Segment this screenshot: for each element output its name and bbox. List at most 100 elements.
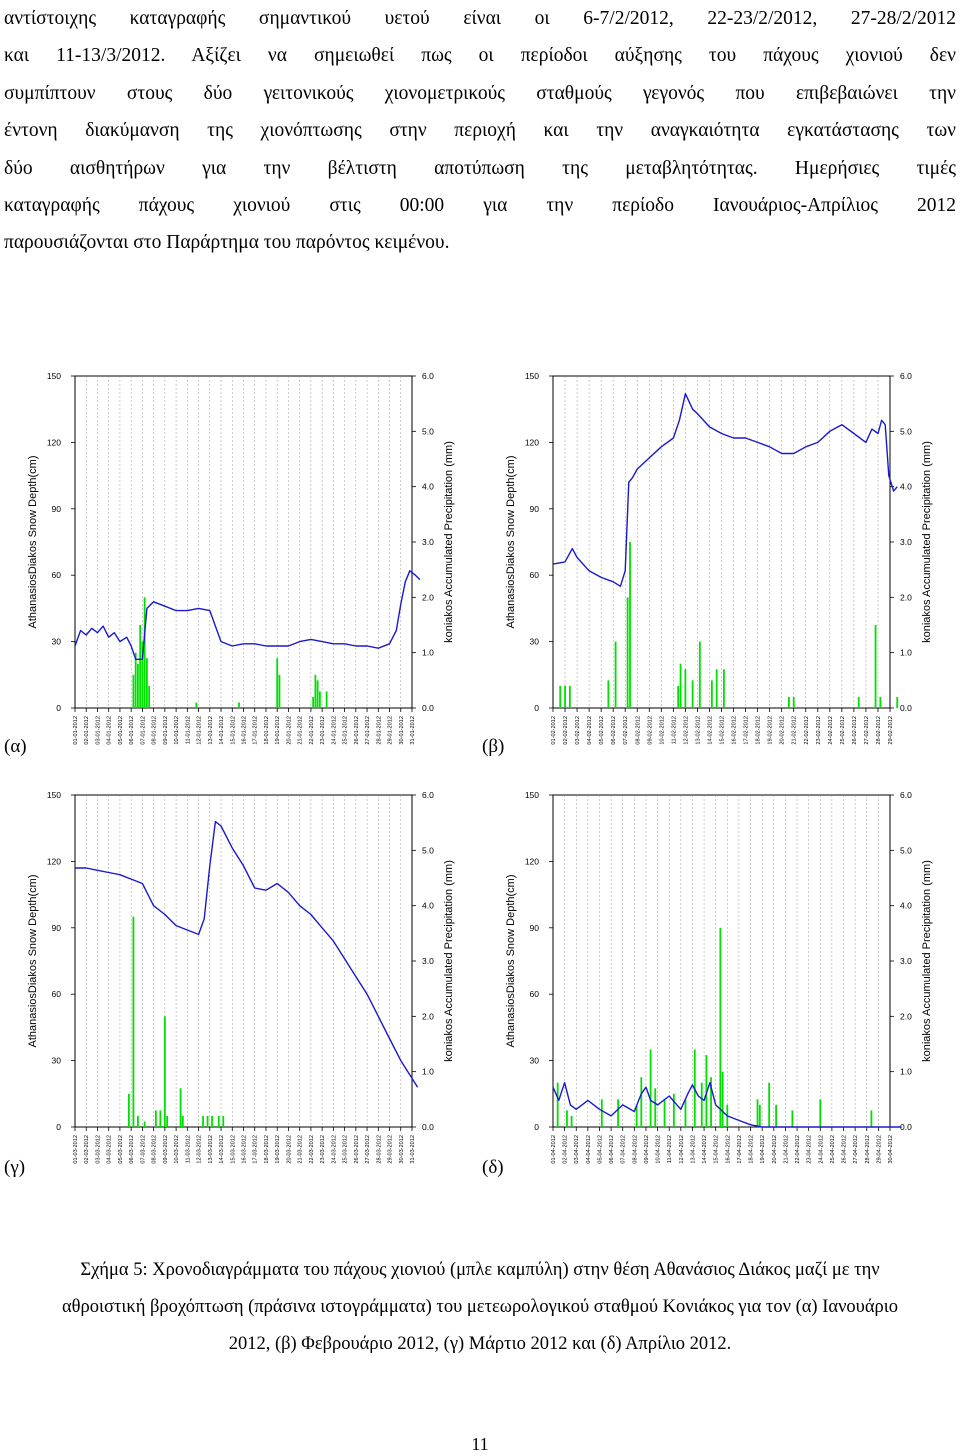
body-line: και 11-13/3/2012. Αξίζει να σημειωθεί πω… <box>4 45 956 67</box>
precip-bar <box>143 597 146 708</box>
panel-label-c: (γ) <box>4 1157 26 1178</box>
panel-label-b: (β) <box>482 736 505 757</box>
x-tick-label: 14-03-2012 <box>219 1135 225 1164</box>
precip-bar <box>792 696 795 708</box>
y2-tick-label: 0.0 <box>422 1122 434 1132</box>
x-tick-label: 09-02-2012 <box>647 716 653 745</box>
x-tick-label: 16-02-2012 <box>732 716 738 745</box>
precip-bar <box>710 1077 712 1127</box>
x-tick-label: 19-03-2012 <box>275 1135 281 1164</box>
x-tick-label: 12-04-2012 <box>679 1135 685 1164</box>
y2-tick-label: 3.0 <box>422 956 434 966</box>
y-tick-label: 60 <box>530 989 540 999</box>
x-tick-label: 08-01-2012 <box>152 716 158 745</box>
precip-bar <box>710 680 713 708</box>
x-tick-label: 10-03-2012 <box>174 1135 180 1164</box>
precip-bar <box>316 680 319 708</box>
x-tick-label: 22-04-2012 <box>795 1135 801 1164</box>
x-tick-label: 15-04-2012 <box>714 1135 720 1164</box>
x-tick-label: 06-02-2012 <box>611 716 617 745</box>
snow-depth-line <box>75 820 419 1088</box>
x-tick-label: 29-02-2012 <box>888 716 894 745</box>
x-tick-label: 15-01-2012 <box>230 716 236 745</box>
precip-bar <box>166 1115 169 1127</box>
y2-tick-label: 0.0 <box>900 703 912 713</box>
precip-bar <box>134 652 137 708</box>
y-tick-label: 30 <box>530 1056 540 1066</box>
x-tick-label: 29-01-2012 <box>388 716 394 745</box>
x-tick-label: 01-02-2012 <box>551 716 557 745</box>
x-tick-label: 21-04-2012 <box>783 1135 789 1164</box>
precip-bar <box>148 685 151 708</box>
x-tick-label: 28-04-2012 <box>865 1135 871 1164</box>
precip-bar <box>318 691 321 708</box>
precip-bar <box>654 1088 657 1127</box>
precip-bar <box>721 1071 724 1127</box>
x-tick-label: 02-04-2012 <box>563 1135 569 1164</box>
y2-tick-label: 2.0 <box>900 1011 912 1021</box>
x-tick-label: 16-03-2012 <box>242 1135 248 1164</box>
precip-bar <box>211 1115 213 1127</box>
precip-bar <box>222 1115 225 1127</box>
precip-bar <box>312 696 315 708</box>
precip-bar <box>141 641 144 708</box>
y-axis-label: AthanasiosDiakos Snow Depth(cm) <box>27 455 39 628</box>
precip-bar <box>159 1110 162 1127</box>
x-tick-label: 31-01-2012 <box>410 716 416 745</box>
x-tick-label: 13-01-2012 <box>208 716 214 745</box>
y2-tick-label: 4.0 <box>422 482 434 492</box>
precip-bar <box>715 669 718 708</box>
x-tick-label: 07-01-2012 <box>140 716 146 745</box>
x-tick-label: 17-04-2012 <box>737 1135 743 1164</box>
precip-bar <box>132 674 135 708</box>
x-tick-label: 09-01-2012 <box>163 716 169 745</box>
y-tick-label: 120 <box>525 437 539 447</box>
x-tick-label: 01-01-2012 <box>73 716 79 745</box>
x-tick-label: 13-04-2012 <box>690 1135 696 1164</box>
y-axis-label: AthanasiosDiakos Snow Depth(cm) <box>505 874 517 1047</box>
body-line: συμπίπτουν στους δύο γειτονικούς χιονομε… <box>4 82 956 104</box>
snow-depth-line <box>552 1082 902 1128</box>
y-axis-label: AthanasiosDiakos Snow Depth(cm) <box>505 455 517 628</box>
x-tick-label: 04-03-2012 <box>107 1135 113 1164</box>
y2-tick-label: 4.0 <box>900 901 912 911</box>
precip-bar <box>607 680 610 708</box>
precip-bar <box>163 1016 166 1127</box>
y2-tick-label: 2.0 <box>422 592 434 602</box>
x-tick-label: 30-03-2012 <box>399 1135 405 1164</box>
precip-bar <box>663 1099 666 1127</box>
precip-bar <box>705 1055 708 1127</box>
chart-panel-d: 01-04-2012 02-04-2012 03-04-2012 04-04-2012… <box>478 781 958 1181</box>
y2-tick-label: 6.0 <box>422 371 434 381</box>
x-tick-label: 07-02-2012 <box>623 716 629 745</box>
precip-bar <box>629 542 631 708</box>
x-tick-label: 30-04-2012 <box>888 1135 894 1164</box>
x-tick-label: 19-01-2012 <box>275 716 281 745</box>
precip-bar <box>145 658 148 708</box>
x-tick-label: 21-01-2012 <box>298 716 304 745</box>
y-tick-label: 90 <box>530 923 540 933</box>
y2-tick-label: 1.0 <box>900 1067 912 1077</box>
x-tick-label: 08-03-2012 <box>152 1135 158 1164</box>
x-tick-label: 05-04-2012 <box>597 1135 603 1164</box>
x-tick-label: 28-03-2012 <box>376 1135 382 1164</box>
x-tick-label: 14-04-2012 <box>702 1135 708 1164</box>
x-tick-label: 09-03-2012 <box>163 1135 169 1164</box>
x-tick-label: 04-02-2012 <box>587 716 593 745</box>
x-tick-label: 12-01-2012 <box>197 716 203 745</box>
precip-bar <box>758 1104 761 1127</box>
x-tick-label: 12-03-2012 <box>197 1135 203 1164</box>
y-tick-label: 90 <box>530 504 540 514</box>
x-tick-label: 08-02-2012 <box>635 716 641 745</box>
y-tick-label: 150 <box>525 371 539 381</box>
y-tick-label: 150 <box>47 371 61 381</box>
x-tick-label: 22-01-2012 <box>309 716 315 745</box>
x-tick-label: 02-02-2012 <box>563 716 569 745</box>
precip-bar <box>614 641 617 708</box>
y2-tick-label: 4.0 <box>900 482 912 492</box>
x-tick-label: 07-04-2012 <box>621 1135 627 1164</box>
precip-bar <box>679 663 682 708</box>
precip-bar <box>570 1115 573 1127</box>
precip-bar <box>238 702 240 708</box>
precip-bar <box>206 1115 209 1127</box>
